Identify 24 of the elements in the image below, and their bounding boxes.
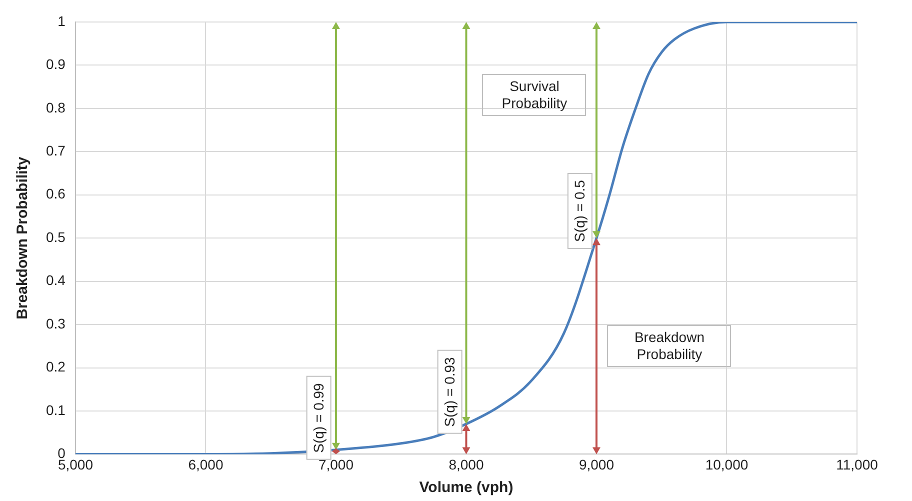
annotation: Breakdown Probability: [607, 325, 732, 368]
annotation: Survival Probability: [482, 74, 586, 116]
x-tick-label: 6,000: [188, 456, 224, 472]
y-tick-label: 0.2: [46, 358, 66, 375]
y-tick-label: 0.3: [46, 315, 66, 332]
y-tick-label: 0.7: [46, 142, 66, 159]
y-tick-label: 0.4: [46, 272, 66, 288]
x-tick-label: 8,000: [448, 456, 484, 472]
y-tick-label: 0.8: [46, 99, 66, 116]
y-tick-label: 0.6: [46, 186, 66, 202]
annotation: S(q) = 0.5: [567, 172, 592, 249]
x-tick-label: 10,000: [705, 456, 748, 472]
y-axis-title: Breakdown Probability: [14, 156, 32, 320]
x-axis-title: Volume (vph): [419, 479, 514, 496]
y-tick-label: 1: [58, 12, 66, 29]
annotation: S(q) = 0.93: [437, 350, 462, 434]
y-tick-label: 0.9: [46, 56, 66, 72]
y-tick-label: 0.1: [46, 402, 66, 418]
y-tick-label: 0.5: [46, 228, 66, 245]
x-tick-label: 11,000: [836, 456, 878, 472]
x-tick-label: 7,000: [318, 456, 354, 472]
annotation: S(q) = 0.99: [310, 384, 327, 454]
line-series: [75, 22, 857, 454]
x-tick-label: 9,000: [578, 456, 614, 472]
